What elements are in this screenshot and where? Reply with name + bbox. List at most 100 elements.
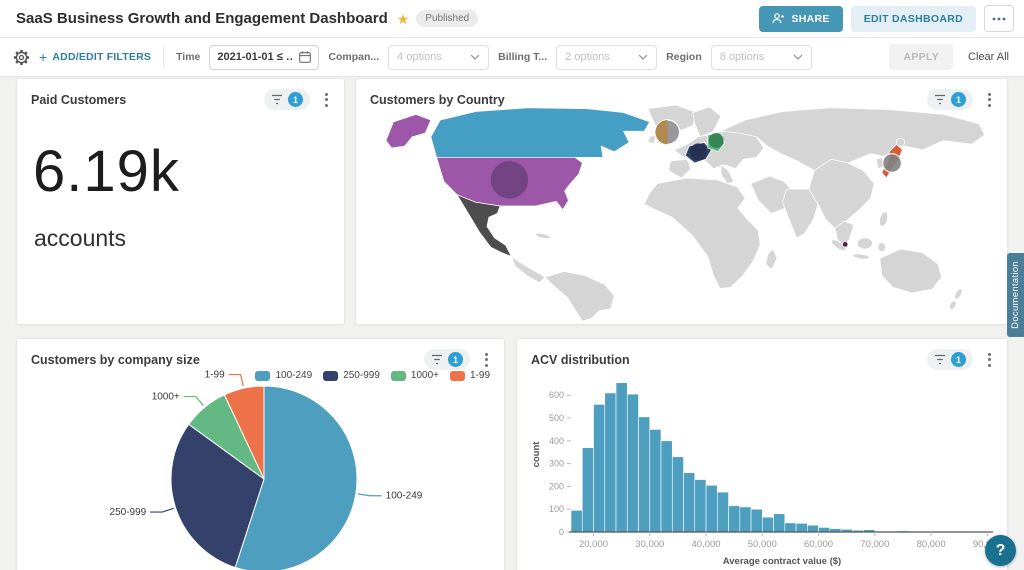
more-menu-button[interactable] — [984, 5, 1014, 32]
svg-text:0: 0 — [559, 527, 564, 537]
legend-label: 250-999 — [343, 370, 380, 381]
filter-settings-button[interactable] — [13, 49, 30, 66]
legend-item: 250-999 — [323, 370, 380, 381]
world-map-chart[interactable] — [362, 105, 1003, 322]
legend-swatch — [449, 370, 465, 381]
legend-label: 1000+ — [410, 370, 439, 381]
panel-filter-button[interactable]: 1 — [264, 89, 310, 110]
region-filter-value: 8 options — [719, 51, 765, 63]
company-filter-select[interactable]: 4 options — [388, 44, 490, 70]
clear-all-button[interactable]: Clear All — [968, 51, 1009, 63]
edit-dashboard-button[interactable]: EDIT DASHBOARD — [850, 5, 976, 32]
svg-text:30,000: 30,000 — [635, 539, 664, 550]
svg-text:70,000: 70,000 — [860, 539, 889, 550]
company-size-title: Customers by company size — [31, 352, 200, 367]
svg-text:100-249: 100-249 — [386, 491, 423, 502]
time-filter-input[interactable] — [217, 51, 294, 63]
add-edit-filters-label: ADD/EDIT FILTERS — [52, 51, 152, 63]
billing-filter-select[interactable]: 2 options — [556, 44, 658, 70]
uk-marker-segment — [655, 119, 668, 145]
share-label: SHARE — [791, 12, 830, 25]
customers-by-country-title: Customers by Country — [370, 92, 505, 107]
svg-text:count: count — [531, 441, 542, 468]
gear-icon — [13, 49, 30, 65]
svg-text:Average contract value ($): Average contract value ($) — [723, 556, 841, 567]
svg-text:200: 200 — [549, 481, 564, 491]
svg-text:1-99: 1-99 — [205, 370, 225, 381]
panel-menu-button[interactable] — [319, 90, 334, 110]
svg-text:600: 600 — [549, 390, 564, 400]
panel-filter-button[interactable]: 1 — [927, 89, 973, 110]
filter-bar: + ADD/EDIT FILTERS Time Compan... 4 opti… — [0, 38, 1024, 77]
legend-swatch — [390, 370, 406, 381]
svg-text:60,000: 60,000 — [804, 539, 833, 550]
company-filter-value: 4 options — [397, 51, 442, 63]
favorite-star-icon[interactable]: ★ — [396, 10, 410, 27]
legend-label: 1-99 — [469, 370, 490, 381]
legend-label: 100-249 — [275, 370, 313, 381]
ellipsis-icon — [992, 17, 1006, 20]
svg-text:300: 300 — [549, 459, 564, 469]
japan-marker — [882, 153, 902, 173]
france-marker — [689, 143, 707, 161]
chevron-down-icon — [793, 54, 803, 60]
paid-customers-unit: accounts — [34, 225, 127, 251]
world-map-markers — [490, 119, 902, 247]
filter-count-badge: 1 — [951, 92, 966, 107]
filter-count-badge: 1 — [288, 92, 303, 107]
panel-menu-button[interactable] — [982, 90, 997, 110]
usa-bubble-marker — [490, 161, 529, 199]
filter-count-badge: 1 — [951, 352, 966, 367]
legend-swatch — [323, 370, 339, 381]
funnel-icon — [935, 354, 945, 365]
acv-title: ACV distribution — [531, 352, 630, 367]
svg-text:1000+: 1000+ — [152, 392, 180, 403]
panel-menu-button[interactable] — [479, 350, 494, 370]
acv-histogram-chart[interactable]: 0 100 200 300 400 500 600 20,000 30,000 40,000 50,… — [527, 365, 999, 570]
time-filter-input-wrap — [209, 44, 320, 70]
funnel-icon — [935, 94, 945, 105]
svg-text:500: 500 — [549, 413, 564, 423]
apply-button[interactable]: APPLY — [889, 44, 954, 70]
calendar-icon[interactable] — [299, 51, 312, 63]
top-bar: SaaS Business Growth and Engagement Dash… — [0, 0, 1024, 38]
funnel-icon — [432, 354, 442, 365]
paid-customers-card: Paid Customers 1 6.19k accounts — [16, 78, 345, 325]
filter-label-time: Time — [176, 51, 201, 63]
acv-distribution-card: ACV distribution 1 0 100 200 300 400 500 600 20… — [516, 338, 1008, 570]
region-filter-select[interactable]: 8 options — [710, 44, 812, 70]
filter-label-billing: Billing T... — [498, 51, 548, 63]
svg-text:250-999: 250-999 — [110, 507, 147, 518]
filter-count-badge: 1 — [448, 352, 463, 367]
company-size-card: Customers by company size 1 100-249 250-… — [16, 338, 505, 570]
filter-label-region: Region — [666, 51, 702, 63]
germany-marker — [708, 133, 724, 149]
customers-by-country-card: Customers by Country 1 — [355, 78, 1008, 325]
add-edit-filters-button[interactable]: + ADD/EDIT FILTERS — [39, 50, 151, 64]
published-badge: Published — [416, 10, 479, 27]
funnel-icon — [272, 94, 282, 105]
panel-filter-button[interactable]: 1 — [927, 349, 973, 370]
filter-label-company: Compan... — [328, 51, 380, 63]
documentation-tab[interactable]: Documentation — [1007, 253, 1024, 337]
panel-menu-button[interactable] — [982, 350, 997, 370]
panel-filter-button[interactable]: 1 — [424, 349, 470, 370]
svg-text:50,000: 50,000 — [748, 539, 777, 550]
svg-text:20,000: 20,000 — [579, 539, 608, 550]
billing-filter-value: 2 options — [565, 51, 610, 63]
help-button[interactable]: ? — [985, 535, 1016, 566]
company-size-pie-chart[interactable]: 100-249 250-999 1000+ 1-99 — [17, 339, 506, 570]
legend-swatch — [255, 370, 271, 381]
share-button[interactable]: SHARE — [759, 5, 843, 32]
legend-item: 100-249 — [255, 370, 312, 381]
chevron-down-icon — [470, 54, 480, 60]
singapore-marker — [842, 242, 848, 247]
svg-text:100: 100 — [549, 504, 564, 514]
edit-dashboard-label: EDIT DASHBOARD — [863, 12, 963, 25]
share-person-icon — [772, 13, 785, 24]
legend-item: 1000+ — [390, 370, 439, 381]
pie-legend: 100-249 250-999 1000+ 1-99 — [255, 370, 490, 381]
dashboard-grid: Paid Customers 1 6.19k accounts Customer… — [0, 77, 1024, 570]
svg-text:40,000: 40,000 — [692, 539, 721, 550]
plus-icon: + — [39, 49, 48, 65]
